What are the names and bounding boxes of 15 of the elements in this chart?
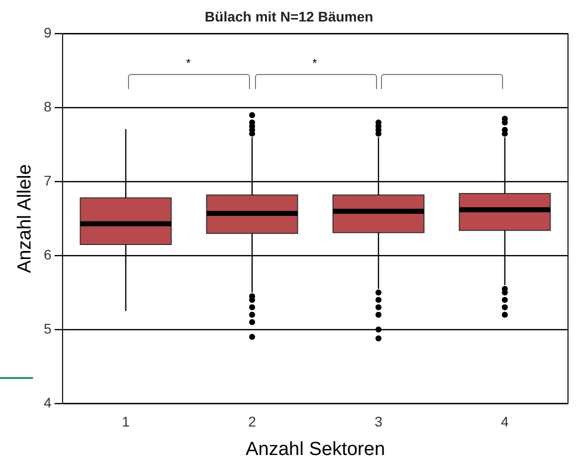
y-tick-label: 9 (44, 24, 52, 41)
y-tick-label: 7 (44, 172, 52, 188)
annotation: * (186, 56, 191, 70)
x-tick-label: 2 (248, 414, 256, 430)
y-tick-label: 4 (44, 394, 52, 410)
annotation: * (312, 56, 317, 70)
x-tick-label: 3 (374, 414, 383, 430)
x-tick-label: 1 (122, 414, 130, 430)
chart-title: Bülach mit N=12 Bäumen (204, 8, 374, 24)
x-axis-title: Anzahl Sektoren (246, 438, 386, 460)
x-tick-label: 4 (500, 414, 509, 430)
y-axis-title: Anzahl Allele (14, 164, 36, 273)
y-tick-label: 5 (44, 320, 52, 336)
y-tick-label: 8 (44, 98, 52, 115)
y-tick-label: 6 (44, 246, 52, 262)
